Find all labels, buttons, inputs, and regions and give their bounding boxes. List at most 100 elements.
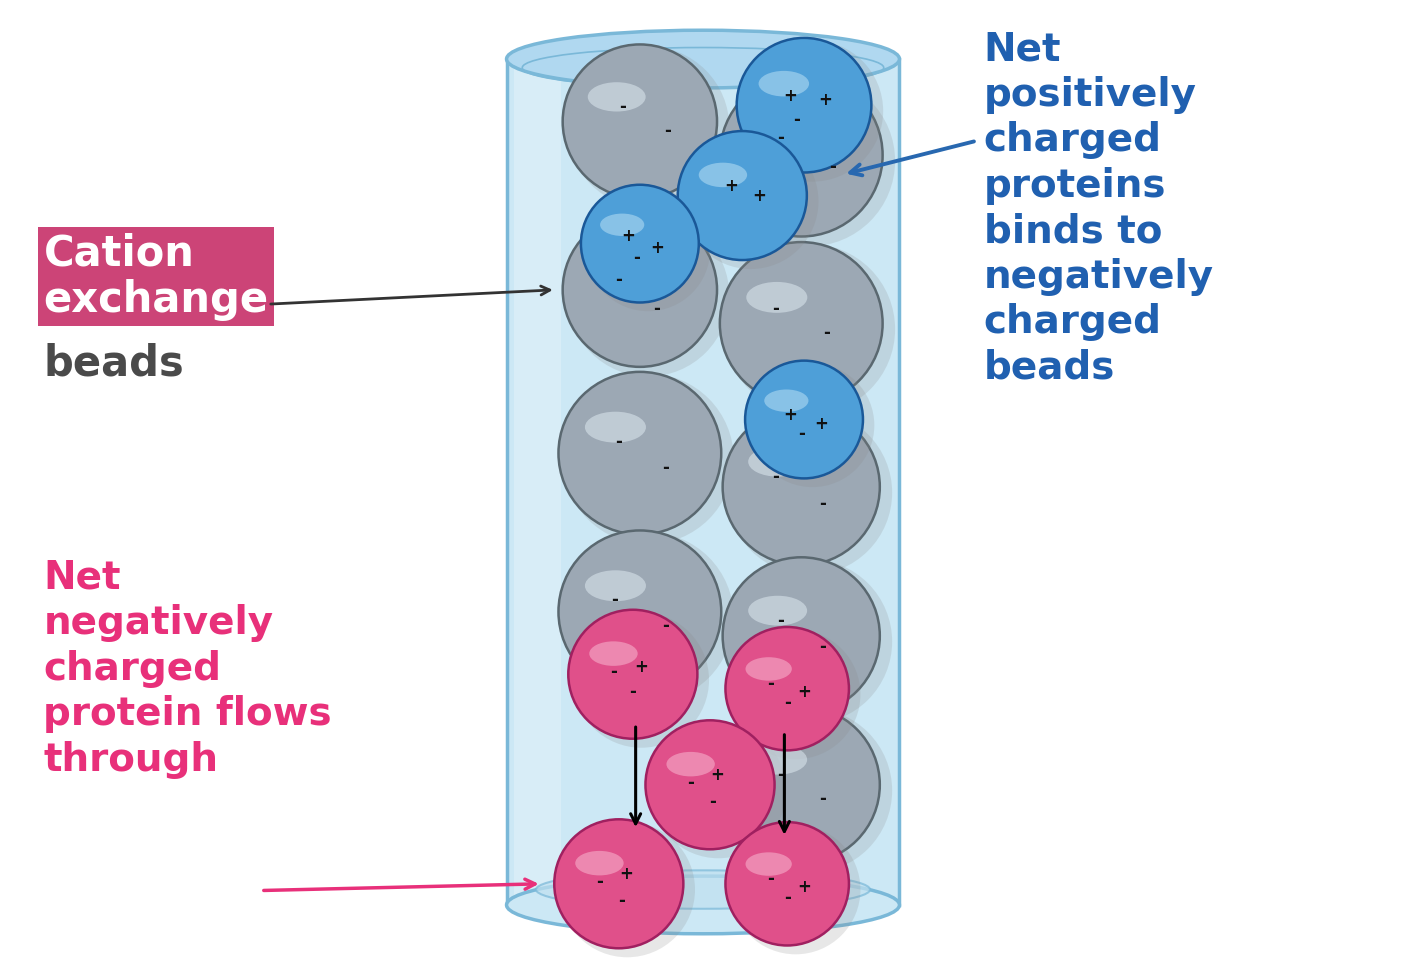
Ellipse shape <box>651 723 786 858</box>
Text: -: - <box>710 793 716 811</box>
Ellipse shape <box>748 745 807 775</box>
Text: +: + <box>619 865 633 883</box>
Ellipse shape <box>554 819 683 949</box>
Ellipse shape <box>581 185 699 303</box>
Text: +: + <box>724 177 738 195</box>
Ellipse shape <box>747 281 807 313</box>
Text: +: + <box>797 683 811 701</box>
Bar <box>506 59 900 905</box>
Text: -: - <box>776 612 783 630</box>
Ellipse shape <box>536 870 870 909</box>
Ellipse shape <box>586 188 710 311</box>
Text: +: + <box>621 227 636 245</box>
Ellipse shape <box>731 825 860 954</box>
Ellipse shape <box>737 38 872 173</box>
Text: -: - <box>612 591 619 609</box>
Text: -: - <box>616 433 623 450</box>
Ellipse shape <box>506 30 900 88</box>
Text: +: + <box>814 415 828 434</box>
Text: -: - <box>797 425 804 442</box>
Ellipse shape <box>567 46 730 208</box>
Text: +: + <box>818 92 832 109</box>
Text: -: - <box>634 249 641 267</box>
Text: -: - <box>818 638 825 656</box>
Ellipse shape <box>585 571 645 602</box>
Ellipse shape <box>666 752 714 776</box>
Ellipse shape <box>699 163 747 187</box>
Text: +: + <box>650 239 664 257</box>
Ellipse shape <box>562 374 734 545</box>
Text: beads: beads <box>44 342 184 385</box>
Text: -: - <box>783 889 790 907</box>
Text: +: + <box>752 187 766 204</box>
Ellipse shape <box>720 74 883 236</box>
Ellipse shape <box>575 851 624 875</box>
Text: +: + <box>783 406 797 424</box>
Ellipse shape <box>742 40 883 181</box>
Text: Net
negatively
charged
protein flows
through: Net negatively charged protein flows thr… <box>44 559 332 779</box>
Text: -: - <box>772 300 779 318</box>
Ellipse shape <box>745 852 792 875</box>
Text: -: - <box>654 300 661 318</box>
Ellipse shape <box>562 44 717 199</box>
Text: -: - <box>776 129 783 147</box>
Ellipse shape <box>567 215 730 377</box>
Text: -: - <box>818 495 825 513</box>
Ellipse shape <box>558 372 721 534</box>
Ellipse shape <box>588 82 645 112</box>
Text: -: - <box>620 98 627 116</box>
Ellipse shape <box>723 707 880 864</box>
Ellipse shape <box>723 557 880 714</box>
Ellipse shape <box>560 822 695 957</box>
Ellipse shape <box>727 709 893 873</box>
Ellipse shape <box>725 822 849 946</box>
Text: -: - <box>793 111 800 128</box>
Text: -: - <box>596 872 603 891</box>
Text: +: + <box>710 766 724 784</box>
Text: -: - <box>776 766 783 784</box>
Ellipse shape <box>585 412 645 442</box>
Ellipse shape <box>759 71 808 96</box>
Text: -: - <box>610 663 617 682</box>
Text: -: - <box>665 122 671 140</box>
Text: -: - <box>688 774 693 791</box>
Ellipse shape <box>751 363 875 487</box>
Ellipse shape <box>745 657 792 681</box>
Ellipse shape <box>765 389 808 412</box>
Text: -: - <box>766 675 773 693</box>
Text: -: - <box>772 469 779 486</box>
Bar <box>513 59 561 905</box>
Ellipse shape <box>558 530 721 693</box>
Ellipse shape <box>724 244 896 415</box>
Ellipse shape <box>724 75 896 247</box>
Ellipse shape <box>678 131 807 260</box>
Ellipse shape <box>683 134 818 269</box>
Text: -: - <box>828 158 835 175</box>
Ellipse shape <box>725 627 849 750</box>
Ellipse shape <box>574 612 709 748</box>
Ellipse shape <box>568 610 697 738</box>
Text: Cation
exchange: Cation exchange <box>44 232 269 321</box>
Ellipse shape <box>506 876 900 934</box>
Text: -: - <box>630 683 637 701</box>
Text: -: - <box>818 790 825 808</box>
Text: -: - <box>766 870 773 888</box>
Text: +: + <box>634 657 648 676</box>
Text: -: - <box>662 617 668 635</box>
Text: -: - <box>662 459 668 476</box>
Ellipse shape <box>562 532 734 703</box>
Ellipse shape <box>745 361 863 478</box>
Ellipse shape <box>645 720 775 849</box>
Ellipse shape <box>727 559 893 724</box>
Ellipse shape <box>748 446 807 476</box>
Text: Net
positively
charged
proteins
binds to
negatively
charged
beads: Net positively charged proteins binds to… <box>984 30 1213 387</box>
Ellipse shape <box>588 251 645 280</box>
Text: -: - <box>823 324 830 342</box>
Text: +: + <box>797 877 811 896</box>
Ellipse shape <box>727 410 893 575</box>
Ellipse shape <box>720 242 883 405</box>
Ellipse shape <box>562 213 717 367</box>
Text: -: - <box>619 892 626 910</box>
Ellipse shape <box>747 114 807 145</box>
Ellipse shape <box>748 596 807 626</box>
